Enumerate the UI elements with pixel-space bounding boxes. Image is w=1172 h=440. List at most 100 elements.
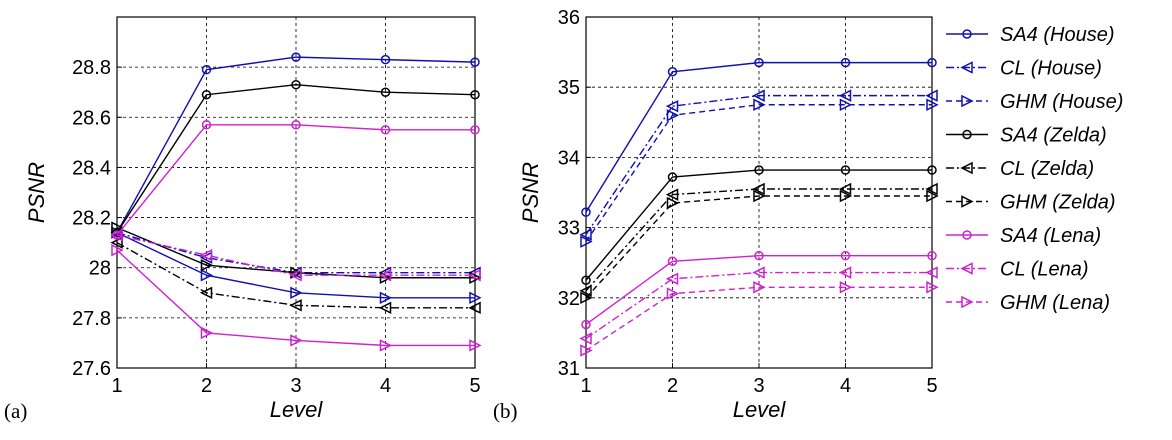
y-tick-label: 33	[558, 218, 580, 240]
series-cl-lena	[110, 228, 481, 282]
data-point	[380, 54, 391, 65]
data-point	[752, 266, 765, 279]
data-point	[111, 221, 124, 234]
series-cl-zelda	[110, 236, 481, 315]
legend-marker	[961, 195, 974, 208]
data-point	[289, 269, 302, 282]
series-ghm-house	[111, 226, 482, 305]
data-point	[666, 109, 680, 122]
series-line	[585, 286, 932, 352]
data-point	[925, 266, 938, 279]
series-line	[116, 249, 475, 347]
series-line	[585, 61, 932, 213]
legend-item: SA4 (Zelda)	[946, 125, 1107, 147]
data-point	[579, 332, 592, 345]
legend-label: GHM (House)	[1000, 91, 1123, 113]
data-point	[754, 250, 764, 261]
legend-marker	[960, 61, 973, 74]
data-point	[752, 182, 765, 196]
y-tick-label: 36	[558, 7, 580, 29]
data-point	[199, 248, 213, 262]
data-point	[200, 269, 214, 282]
data-point	[667, 172, 678, 182]
legend-item: GHM (House)	[946, 91, 1123, 113]
data-point	[469, 291, 482, 305]
data-point	[291, 52, 301, 62]
series-ghm-zelda	[580, 189, 939, 305]
data-point	[200, 258, 214, 272]
series-line	[585, 94, 932, 236]
data-point	[753, 281, 766, 294]
data-point	[468, 269, 481, 282]
legend-item: CL (Zelda)	[946, 158, 1094, 180]
legend-item: CL (Lena)	[946, 259, 1089, 281]
data-point	[290, 334, 303, 347]
data-point	[579, 228, 592, 241]
data-point	[291, 120, 301, 130]
data-point	[665, 99, 679, 113]
data-point	[469, 271, 482, 284]
legend-label: SA4 (House)	[1000, 24, 1115, 46]
series-ghm-lena	[580, 281, 939, 357]
series-ghm-house	[580, 98, 939, 248]
series-line	[116, 83, 476, 233]
series-ghm-lena	[111, 243, 482, 352]
y-tick-label: 32	[558, 288, 580, 310]
data-point	[925, 182, 938, 196]
series-cl-house	[579, 89, 938, 241]
x-tick-label: 5	[469, 375, 480, 397]
data-point	[753, 98, 766, 111]
data-point	[470, 89, 480, 100]
legend-label: SA4 (Lena)	[1000, 225, 1101, 247]
data-point	[579, 284, 592, 297]
x-tick-label: 3	[290, 375, 301, 397]
data-point	[468, 301, 481, 315]
data-point	[581, 207, 591, 217]
legend-item: SA4 (House)	[946, 24, 1115, 46]
chart-panel-a: 1 2 3 4 5 27.6 27.8 28 28.2 28.4 28.6 28.8 Level PSNR…	[4, 16, 482, 423]
x-axis-label: Level	[270, 397, 324, 422]
x-axis-label: Level	[733, 397, 787, 422]
data-point	[667, 256, 678, 267]
data-point	[111, 243, 124, 257]
data-point	[199, 286, 213, 299]
y-tick-label: 28.4	[72, 157, 111, 179]
data-point	[666, 287, 680, 300]
series-line	[116, 242, 475, 309]
legend-label: GHM (Lena)	[1000, 292, 1110, 314]
legend-marker	[962, 29, 972, 39]
data-point	[580, 344, 593, 357]
legend-marker	[960, 161, 973, 175]
data-point	[291, 79, 301, 90]
data-point	[927, 165, 937, 175]
legend-marker	[961, 94, 974, 108]
data-point	[839, 281, 853, 294]
legend-label: GHM (Zelda)	[1000, 192, 1116, 214]
series-line	[116, 234, 475, 276]
series-line	[585, 254, 932, 326]
data-point	[290, 286, 303, 299]
x-tick-label: 1	[580, 375, 591, 397]
y-tick-label: 28.2	[72, 208, 111, 230]
data-point	[380, 125, 391, 135]
data-point	[378, 301, 392, 315]
x-tick-label: 2	[201, 375, 212, 397]
data-point	[200, 326, 214, 340]
y-tick-label: 28.6	[72, 107, 111, 129]
data-point	[469, 339, 482, 352]
series-sa4-house	[112, 52, 480, 238]
data-point	[379, 339, 393, 352]
data-point	[201, 89, 212, 100]
chart-legend: SA4 (House) CL (House) GHM (House) SA4 (Zel…	[946, 24, 1123, 314]
series-sa4-lena	[581, 250, 937, 330]
legend-marker	[962, 129, 972, 140]
data-point	[380, 87, 391, 97]
data-point	[754, 57, 764, 68]
data-point	[289, 299, 302, 312]
x-tick-label: 1	[111, 375, 122, 397]
data-point	[838, 266, 852, 279]
data-point	[580, 235, 593, 248]
data-point	[470, 125, 480, 135]
